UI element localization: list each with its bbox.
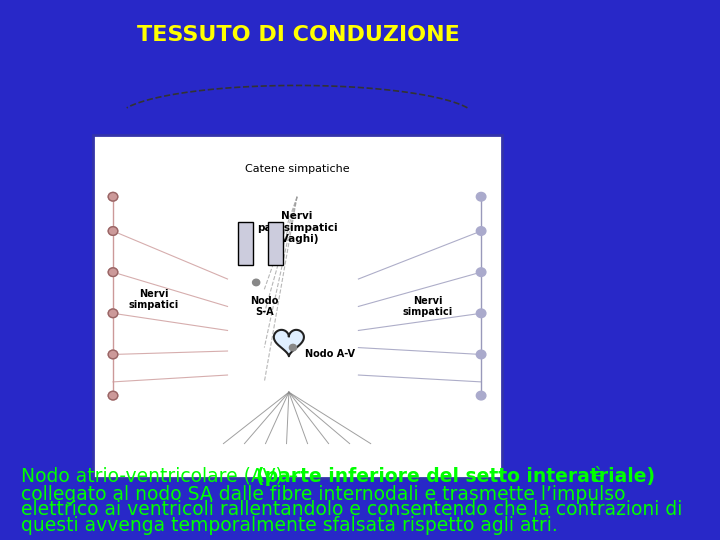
Circle shape [108,350,118,359]
Circle shape [108,392,118,400]
Text: Nodo atrio-ventricolare (AV) –: Nodo atrio-ventricolare (AV) – [21,467,304,486]
Bar [238,222,253,265]
FancyBboxPatch shape [93,135,502,478]
Text: è: è [587,467,604,486]
Text: Nervi
simpatici: Nervi simpatici [129,289,179,310]
Circle shape [253,279,260,286]
Circle shape [108,309,118,318]
Circle shape [477,268,486,276]
Text: collegato al nodo SA dalle fibre internodali e trasmette l’impulso: collegato al nodo SA dalle fibre interno… [21,485,626,504]
Circle shape [289,345,297,351]
Circle shape [477,192,486,201]
Circle shape [477,227,486,235]
Bar [268,222,283,265]
Text: questi avvenga temporalmente sfalsata rispetto agli atri.: questi avvenga temporalmente sfalsata ri… [21,516,558,535]
Polygon shape [274,330,304,356]
Text: elettrico ai ventricoli rallentandolo e consentendo che la contrazioni di: elettrico ai ventricoli rallentandolo e … [21,501,683,519]
Circle shape [108,192,118,201]
Circle shape [108,268,118,276]
Circle shape [477,350,486,359]
Text: Catene simpatiche: Catene simpatiche [245,164,349,174]
Text: Nodo
S-A: Nodo S-A [250,295,279,317]
Text: Nervi
parasimpatici
(Vaghi): Nervi parasimpatici (Vaghi) [257,211,338,244]
Text: Nervi
simpatici: Nervi simpatici [402,295,453,317]
Text: (parte inferiore del setto interatriale): (parte inferiore del setto interatriale) [256,467,654,486]
Circle shape [477,392,486,400]
Circle shape [477,309,486,318]
Circle shape [108,227,118,235]
Text: TESSUTO DI CONDUZIONE: TESSUTO DI CONDUZIONE [138,25,460,45]
Text: Nodo A-V: Nodo A-V [305,349,355,360]
